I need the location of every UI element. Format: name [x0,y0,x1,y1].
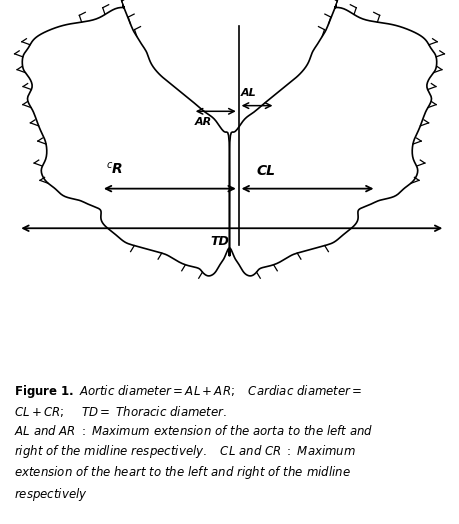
Text: TD: TD [211,235,230,248]
Text: $\bf{Figure\ 1.}$ $\it{Aortic\ diameter = AL+AR;\ \ \ Cardiac\ diameter =}$
$\it: $\bf{Figure\ 1.}$ $\it{Aortic\ diameter … [14,383,373,503]
Text: CL: CL [257,165,276,179]
Text: $^c$R: $^c$R [106,160,123,177]
Text: AR: AR [195,116,213,126]
Text: AL: AL [241,88,257,98]
